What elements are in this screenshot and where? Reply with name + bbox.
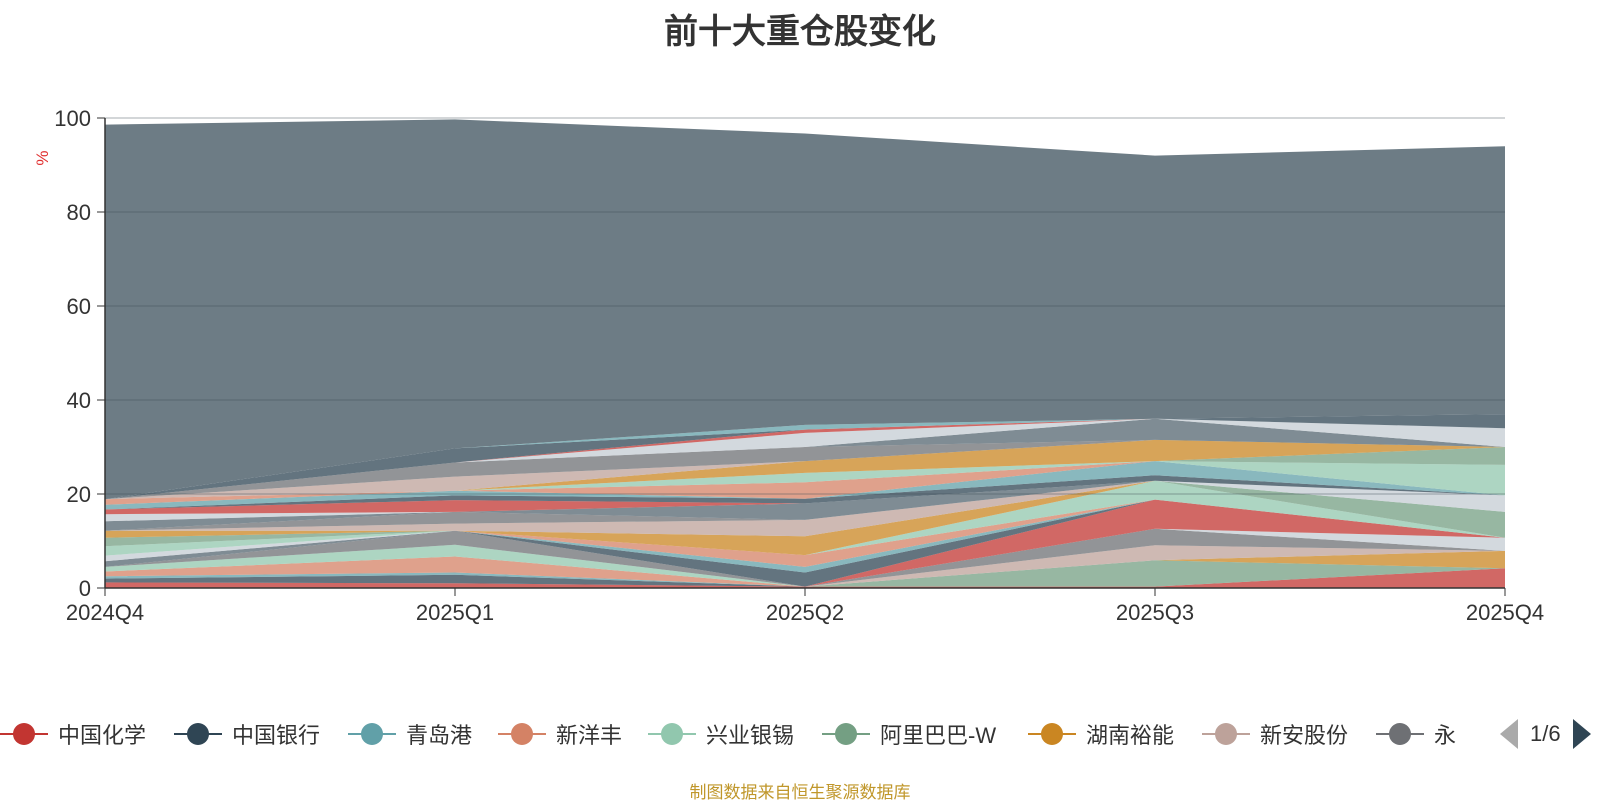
x-tick-label-2025Q1: 2025Q1: [416, 600, 494, 625]
legend-page-indicator: 1/6: [1530, 721, 1561, 746]
legend-item-4[interactable]: 新洋丰: [498, 716, 622, 752]
legend-symbol-8: [1202, 723, 1250, 745]
area-series-16[interactable]: [105, 480, 1505, 556]
legend-item-2[interactable]: 中国银行: [174, 716, 320, 752]
area-series-6[interactable]: [105, 544, 1505, 587]
legend-symbol-6: [822, 723, 870, 745]
area-series-4[interactable]: [105, 556, 1505, 587]
legend-label-5: 兴业银锡: [706, 723, 795, 748]
area-series-18[interactable]: [105, 480, 1505, 556]
legend: 中国化学 中国银行 青岛港 新洋丰 兴业银锡 阿里巴巴-W: [0, 716, 1476, 756]
area-series-24[interactable]: [105, 475, 1505, 510]
legend-item-9[interactable]: 永: [1376, 716, 1456, 752]
legend-symbol-4: [498, 723, 546, 745]
area-series-30[interactable]: [105, 439, 1505, 500]
x-tick-label-2025Q4: 2025Q4: [1466, 600, 1544, 625]
y-tick-label-20: 20: [67, 482, 91, 507]
area-series-33[interactable]: [105, 418, 1505, 500]
y-tick-label-60: 60: [67, 294, 91, 319]
legend-symbol-7: [1028, 723, 1076, 745]
area-series-29[interactable]: [105, 439, 1505, 500]
y-axis-unit-label: %: [33, 150, 52, 165]
legend-pager: 1/6: [1500, 716, 1591, 752]
legend-prev-page-button[interactable]: [1500, 719, 1518, 749]
area-series-37[interactable]: [105, 119, 1505, 500]
area-series-11[interactable]: [105, 528, 1505, 587]
y-tick-label-40: 40: [67, 388, 91, 413]
legend-symbol-9: [1376, 723, 1424, 745]
y-tick-label-100: 100: [54, 106, 91, 131]
area-series-22[interactable]: [105, 480, 1505, 522]
x-tick-label-2025Q3: 2025Q3: [1116, 600, 1194, 625]
x-tick-label-2025Q2: 2025Q2: [766, 600, 844, 625]
legend-symbol-2: [174, 723, 222, 745]
area-series-1[interactable]: [105, 568, 1505, 588]
legend-symbol-5: [648, 723, 696, 745]
area-series-9[interactable]: [105, 528, 1505, 587]
area-series-3[interactable]: [105, 568, 1505, 587]
legend-label-7: 湖南裕能: [1086, 723, 1175, 748]
legend-item-5[interactable]: 兴业银锡: [648, 716, 794, 752]
legend-item-1[interactable]: 中国化学: [0, 716, 146, 752]
area-series-group: [105, 119, 1505, 588]
area-series-25[interactable]: [105, 461, 1505, 510]
data-source-note: 制图数据来自恒生聚源数据库: [689, 783, 911, 802]
legend-next-page-button[interactable]: [1572, 719, 1591, 749]
area-series-5[interactable]: [105, 544, 1505, 587]
area-series-19[interactable]: [105, 480, 1505, 537]
chart-title: 前十大重仓股变化: [664, 13, 936, 51]
legend-item-3[interactable]: 青岛港: [348, 716, 472, 752]
area-series-20[interactable]: [105, 480, 1505, 531]
x-tick-label-2024Q4: 2024Q4: [66, 600, 144, 625]
area-series-35[interactable]: [105, 414, 1505, 500]
legend-symbol-3: [348, 723, 396, 745]
legend-label-1: 中国化学: [58, 723, 147, 748]
area-series-32[interactable]: [105, 418, 1505, 500]
area-series-21[interactable]: [105, 480, 1505, 531]
area-series-2[interactable]: [105, 568, 1505, 587]
legend-label-6: 阿里巴巴-W: [880, 723, 997, 748]
legend-label-8: 新安股份: [1260, 723, 1349, 748]
y-tick-label-0: 0: [79, 576, 91, 601]
area-series-12[interactable]: [105, 499, 1505, 587]
legend-item-6[interactable]: 阿里巴巴-W: [822, 716, 996, 752]
y-tick-label-80: 80: [67, 200, 91, 225]
legend-label-9: 永: [1434, 723, 1457, 748]
legend-label-3: 青岛港: [406, 723, 473, 748]
legend-symbol-1: [0, 723, 48, 745]
area-series-27[interactable]: [105, 461, 1505, 500]
area-series-26[interactable]: [105, 461, 1505, 505]
area-series-23[interactable]: [105, 480, 1505, 515]
legend-label-4: 新洋丰: [556, 723, 623, 748]
legend-item-7[interactable]: 湖南裕能: [1028, 716, 1174, 752]
area-series-31[interactable]: [105, 439, 1505, 500]
legend-item-8[interactable]: 新安股份: [1202, 716, 1348, 752]
legend-label-2: 中国银行: [232, 723, 321, 748]
area-series-8[interactable]: [105, 544, 1505, 587]
